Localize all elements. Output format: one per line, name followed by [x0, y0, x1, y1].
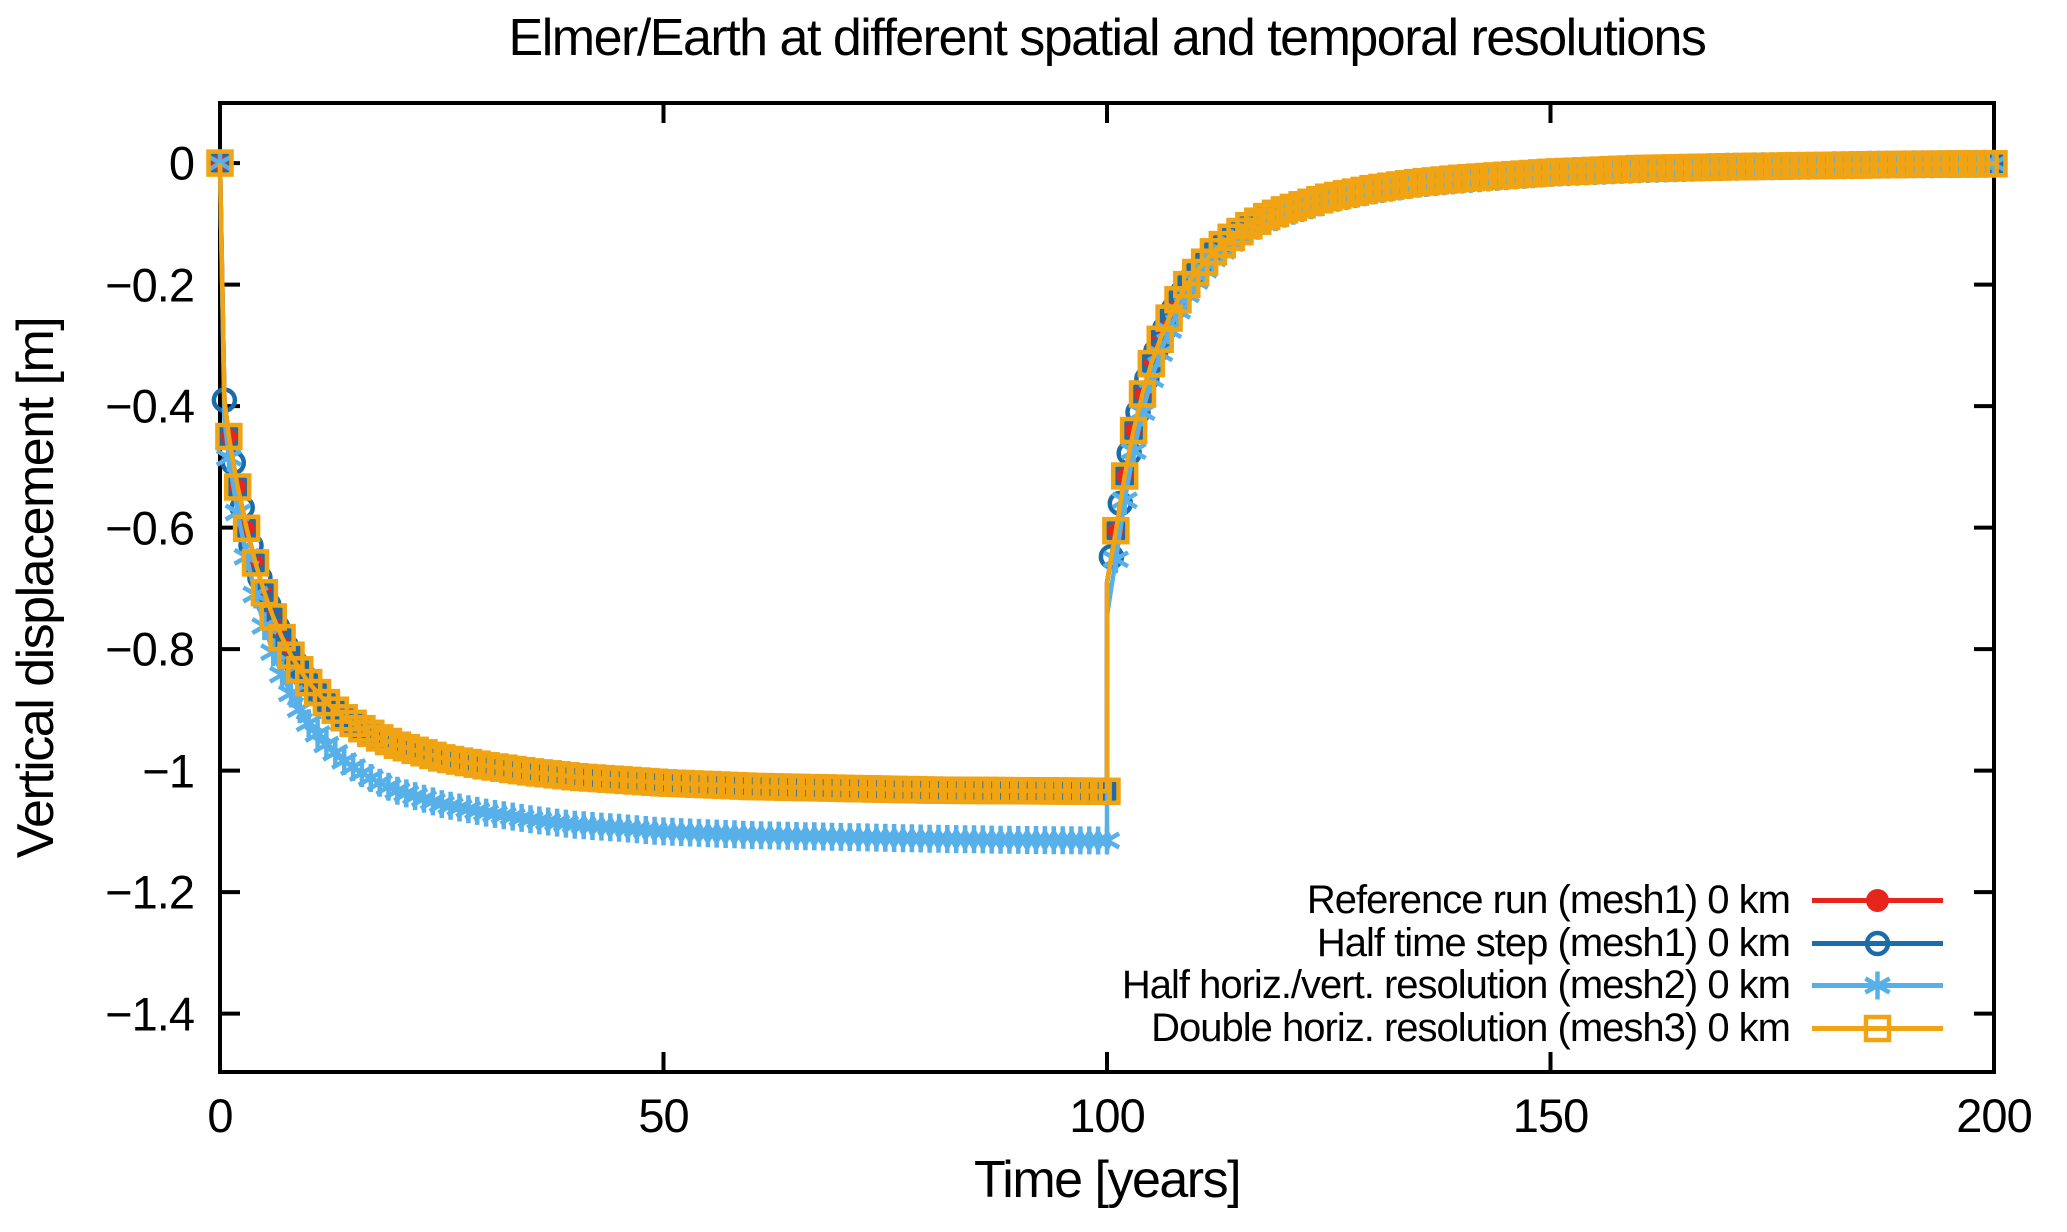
series-markers-3 [206, 149, 2008, 806]
y-tick-label: −1.2 [105, 865, 195, 919]
series-line-3 [217, 161, 1994, 794]
x-tick-label: 0 [207, 1089, 233, 1142]
y-tick-label: −0.4 [105, 379, 195, 433]
x-tick-label: 200 [1956, 1089, 2032, 1142]
y-tick-label: −0.6 [105, 501, 195, 555]
x-tick-label: 150 [1512, 1089, 1589, 1142]
y-tick-label: −0.2 [105, 258, 195, 312]
y-tick-label: −1.4 [105, 987, 195, 1041]
y-tick-label: −1 [142, 744, 195, 798]
y-tick-label: 0 [168, 136, 195, 190]
x-tick-label: 100 [1069, 1089, 1145, 1142]
x-axis-label: Time [years] [973, 1151, 1242, 1209]
x-tick-label: 50 [638, 1089, 689, 1142]
chart-title: Elmer/Earth at different spatial and tem… [508, 9, 1707, 67]
y-tick-label: −0.8 [105, 622, 195, 676]
